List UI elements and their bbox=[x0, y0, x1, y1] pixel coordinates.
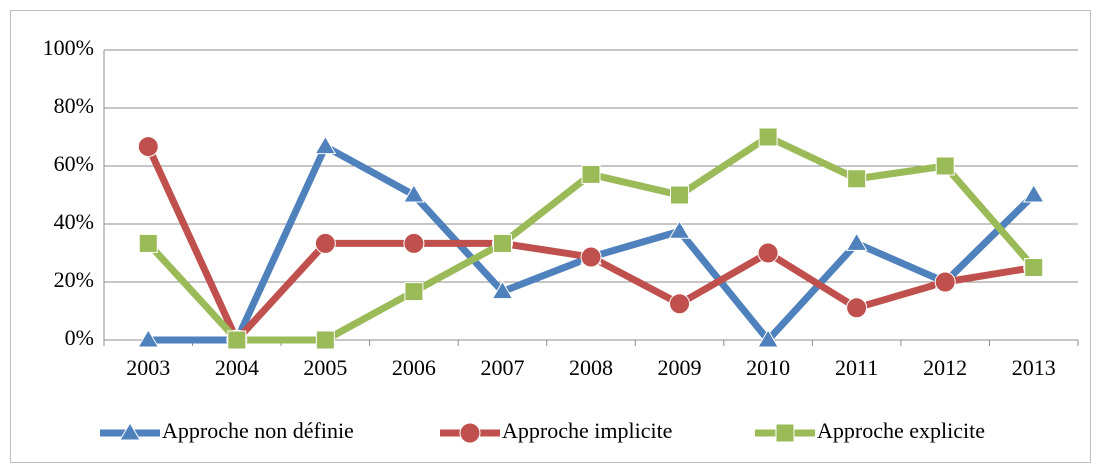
x-tick-label: 2010 bbox=[746, 355, 790, 380]
marker bbox=[935, 156, 955, 176]
marker bbox=[669, 293, 691, 315]
marker bbox=[403, 232, 425, 254]
marker bbox=[403, 184, 425, 203]
x-tick-label: 2003 bbox=[126, 355, 170, 380]
marker bbox=[314, 232, 336, 254]
marker bbox=[227, 330, 247, 350]
marker bbox=[757, 242, 779, 264]
marker bbox=[315, 330, 335, 350]
chart-border bbox=[10, 10, 1091, 463]
marker bbox=[137, 329, 160, 348]
y-tick-label: 100% bbox=[43, 35, 94, 60]
legend-label: Approche implicite bbox=[502, 418, 672, 443]
marker bbox=[847, 169, 867, 189]
marker bbox=[1024, 258, 1044, 277]
marker bbox=[934, 271, 956, 293]
marker bbox=[775, 423, 795, 443]
marker bbox=[758, 127, 778, 147]
x-tick-label: 2006 bbox=[392, 355, 436, 380]
marker bbox=[581, 164, 601, 184]
x-tick-label: 2009 bbox=[658, 355, 702, 380]
y-tick-label: 40% bbox=[54, 209, 94, 234]
marker bbox=[314, 135, 337, 155]
marker bbox=[137, 136, 159, 158]
legend-label: Approche non définie bbox=[162, 418, 354, 443]
x-tick-label: 2007 bbox=[480, 355, 524, 380]
x-tick-label: 2012 bbox=[923, 355, 967, 380]
marker bbox=[491, 280, 514, 300]
marker bbox=[668, 220, 691, 239]
x-tick-label: 2011 bbox=[835, 355, 878, 380]
marker bbox=[492, 233, 512, 253]
y-tick-label: 20% bbox=[54, 267, 94, 292]
marker bbox=[670, 185, 690, 205]
marker bbox=[119, 422, 141, 441]
marker bbox=[459, 422, 481, 444]
marker bbox=[580, 246, 602, 268]
y-tick-label: 80% bbox=[54, 93, 94, 118]
marker bbox=[138, 233, 158, 253]
marker bbox=[404, 282, 424, 302]
x-tick-label: 2008 bbox=[569, 355, 613, 380]
marker bbox=[1022, 184, 1045, 203]
y-tick-label: 60% bbox=[54, 151, 94, 176]
x-tick-label: 2013 bbox=[1012, 355, 1056, 380]
x-tick-label: 2005 bbox=[303, 355, 347, 380]
marker bbox=[845, 232, 868, 251]
x-tick-label: 2004 bbox=[215, 355, 259, 380]
marker bbox=[846, 297, 868, 319]
legend-label: Approche explicite bbox=[817, 418, 985, 443]
marker bbox=[757, 329, 779, 348]
y-tick-label: 0% bbox=[65, 325, 94, 350]
